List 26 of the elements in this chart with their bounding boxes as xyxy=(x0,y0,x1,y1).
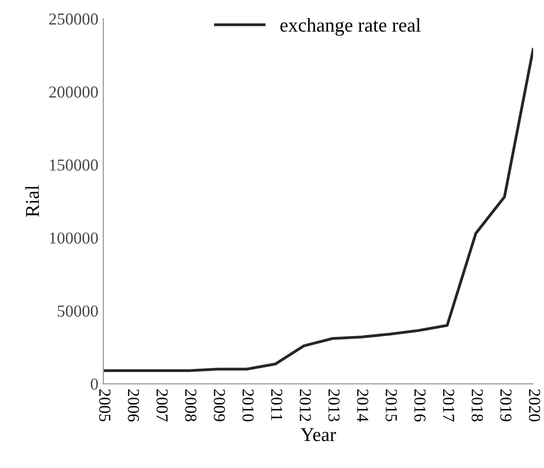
y-tick-label: 50000 xyxy=(58,305,98,317)
y-tick-label: 100000 xyxy=(50,232,98,244)
legend-label: exchange rate real xyxy=(280,18,421,36)
x-tick-label: 2015 xyxy=(386,389,397,422)
x-tick-label: 2020 xyxy=(528,389,540,422)
x-tick-label: 2014 xyxy=(357,389,368,422)
y-tick-label: 200000 xyxy=(49,86,98,98)
x-tick-label: 2013 xyxy=(328,389,340,422)
y-axis-title: Rial xyxy=(25,185,39,217)
x-tick-label: 2012 xyxy=(300,389,311,422)
x-tick-label: 2007 xyxy=(156,389,168,422)
x-tick-label: 2018 xyxy=(472,389,483,422)
x-tick-label: 2017 xyxy=(442,389,454,422)
x-tick-label: 2005 xyxy=(99,389,110,422)
x-tick-label: 2008 xyxy=(185,389,196,422)
y-tick-label: 250000 xyxy=(49,13,98,25)
x-tick-label: 2006 xyxy=(128,389,140,422)
x-tick-label: 2010 xyxy=(242,389,254,422)
y-tick-label: 150000 xyxy=(50,159,98,171)
x-axis-title: Year xyxy=(300,428,336,442)
x-tick-label: 2016 xyxy=(414,389,426,422)
x-tick-label: 2011 xyxy=(271,389,282,420)
line-series xyxy=(103,48,534,372)
x-tick-label: 2019 xyxy=(500,389,512,422)
y-tick-label: 0 xyxy=(90,378,98,390)
x-tick-label: 2009 xyxy=(214,389,226,422)
